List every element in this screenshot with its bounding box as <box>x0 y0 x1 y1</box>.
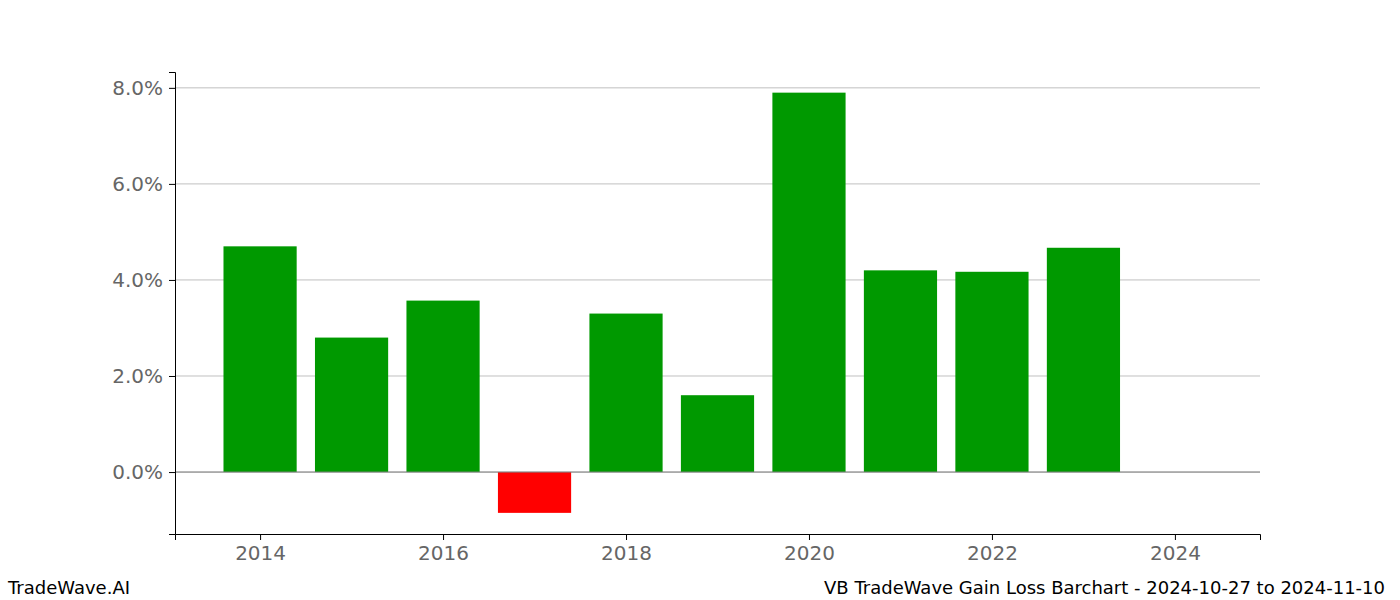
y-tick: 2.0% <box>112 364 175 388</box>
x-tick: 2018 <box>601 534 652 565</box>
y-tick-label: 4.0% <box>112 268 163 292</box>
bar <box>955 272 1028 472</box>
bar <box>498 472 571 513</box>
x-tick-mark <box>626 534 627 540</box>
grid-line <box>175 183 1260 184</box>
y-tick: 4.0% <box>112 268 175 292</box>
y-tick-mark <box>169 472 175 473</box>
y-axis-line <box>169 73 176 535</box>
bars <box>223 93 1120 513</box>
grid-line <box>175 87 1260 88</box>
x-tick: 2020 <box>784 534 835 565</box>
y-tick: 0.0% <box>112 460 175 484</box>
x-tick-label: 2024 <box>1150 541 1201 565</box>
x-tick-label: 2016 <box>418 541 469 565</box>
y-tick-mark <box>169 184 175 185</box>
x-tick-label: 2014 <box>235 541 286 565</box>
y-axis: 0.0% 2.0% 4.0% 6.0% 8.0% <box>112 73 175 535</box>
bar <box>589 314 662 472</box>
x-tick-mark <box>260 534 261 540</box>
grid-line <box>175 472 1260 473</box>
x-tick-label: 2020 <box>784 541 835 565</box>
y-tick: 6.0% <box>112 172 175 196</box>
bar <box>1047 248 1120 472</box>
x-tick: 2014 <box>235 534 286 565</box>
bar <box>864 270 937 472</box>
x-axis-line <box>176 535 1261 541</box>
footer-text: VB TradeWave Gain Loss Barchart - 2024-1… <box>824 577 1385 598</box>
bar <box>772 93 845 472</box>
bar <box>406 301 479 472</box>
y-tick-mark <box>169 280 175 281</box>
x-tick: 2016 <box>418 534 469 565</box>
grid <box>175 88 1260 472</box>
bar <box>315 338 388 472</box>
x-tick-label: 2018 <box>601 541 652 565</box>
y-tick-label: 8.0% <box>112 76 163 100</box>
x-axis: 2014 2016 2018 2020 2022 2024 <box>176 534 1261 565</box>
zero-line <box>175 472 1260 473</box>
y-tick: 8.0% <box>112 76 175 100</box>
x-tick-mark <box>443 534 444 540</box>
bar <box>223 246 296 472</box>
bar <box>681 395 754 472</box>
y-tick-mark <box>169 88 175 89</box>
y-tick-mark <box>169 376 175 377</box>
y-tick-label: 2.0% <box>112 364 163 388</box>
x-tick-mark <box>1175 534 1176 540</box>
chart: 0.0% 2.0% 4.0% 6.0% 8.0% 2014 2016 2018 2020 2022… <box>0 0 1400 600</box>
x-tick: 2022 <box>967 534 1018 565</box>
y-tick-label: 0.0% <box>112 460 163 484</box>
x-tick-label: 2022 <box>967 541 1018 565</box>
footer-text: TradeWave.AI <box>7 577 130 598</box>
y-tick-label: 6.0% <box>112 172 163 196</box>
x-tick: 2024 <box>1150 534 1201 565</box>
x-tick-mark <box>992 534 993 540</box>
x-tick-mark <box>809 534 810 540</box>
